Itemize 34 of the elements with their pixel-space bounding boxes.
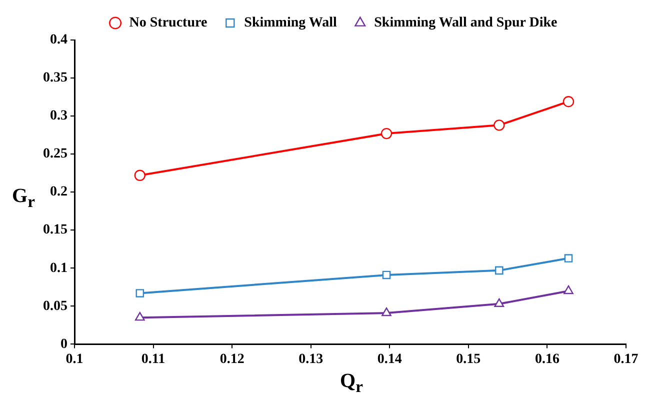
y-tick-label: 0.1 — [50, 260, 68, 276]
point — [134, 312, 145, 321]
x-tick-label: 0.14 — [377, 352, 402, 368]
point — [495, 266, 504, 275]
legend-label: Skimming Wall and Spur Dike — [374, 16, 558, 31]
x-tick-label: 0.1 — [66, 352, 84, 368]
y-axis-title: G$_{r}$ — [12, 185, 35, 212]
point — [382, 270, 391, 280]
y-tick-label: 0 — [60, 336, 68, 352]
y-tick-label: 0.2 — [50, 184, 68, 200]
x-tick-label: 0.11 — [141, 352, 166, 368]
x-tick-label: 0.17 — [614, 352, 638, 368]
point — [564, 285, 574, 294]
point — [382, 307, 392, 316]
point — [134, 170, 146, 181]
x-tick-label: 0.12 — [220, 352, 244, 368]
y-tick-label: 0.15 — [43, 222, 68, 238]
legend-label: No Structure — [129, 16, 208, 31]
point — [494, 120, 505, 131]
y-tick-label: 0.3 — [50, 108, 68, 124]
point — [136, 289, 144, 298]
point — [494, 298, 504, 307]
point — [380, 128, 392, 140]
point — [562, 96, 574, 108]
legend-label: Skimming Wall — [244, 16, 337, 31]
y-tick-label: 0.4 — [50, 32, 68, 48]
y-tick-label: 0.35 — [43, 70, 68, 86]
x-tick-label: 0.16 — [534, 352, 560, 368]
x-tick-label: 0.15 — [456, 352, 481, 368]
y-tick-label: 0.05 — [43, 298, 68, 314]
x-axis-title: Q$_{r}$ — [340, 370, 363, 397]
y-tick-label: 0.25 — [43, 146, 68, 162]
point — [564, 254, 573, 262]
x-tick-label: 0.13 — [298, 352, 324, 368]
